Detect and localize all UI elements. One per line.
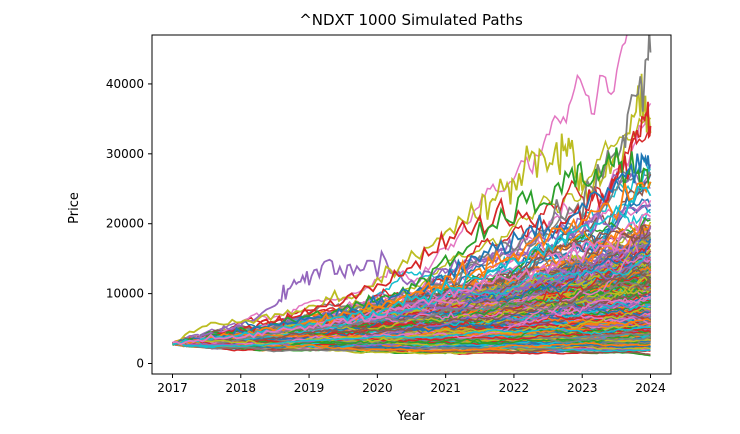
x-tick-label: 2018 bbox=[226, 381, 257, 395]
x-tick-label: 2021 bbox=[430, 381, 461, 395]
simulated-path-line bbox=[172, 269, 652, 344]
simulated-path-line bbox=[172, 326, 651, 348]
chart-title: ^NDXT 1000 Simulated Paths bbox=[299, 11, 523, 29]
x-tick-label: 2024 bbox=[635, 381, 666, 395]
x-tick-label: 2023 bbox=[567, 381, 598, 395]
y-tick-label: 40000 bbox=[106, 77, 144, 91]
x-axis-ticks: 2017 2018 2019 2020 2021 2022 2023 2024 bbox=[157, 374, 666, 395]
highlighted-path-line bbox=[172, 181, 652, 345]
x-tick-label: 2020 bbox=[362, 381, 393, 395]
x-axis-label: Year bbox=[396, 409, 425, 424]
y-tick-label: 10000 bbox=[106, 287, 144, 301]
x-tick-label: 2017 bbox=[157, 381, 188, 395]
simulated-path-line bbox=[172, 306, 651, 346]
x-tick-label: 2019 bbox=[294, 381, 325, 395]
simulated-paths bbox=[172, 35, 652, 357]
plot-frame bbox=[151, 34, 672, 375]
y-tick-label: 30000 bbox=[106, 147, 144, 161]
y-axis-label: Price bbox=[67, 192, 82, 224]
y-axis-ticks: 0 10000 20000 30000 40000 bbox=[106, 77, 152, 371]
x-tick-label: 2022 bbox=[499, 381, 530, 395]
simulated-path-line bbox=[172, 295, 651, 346]
highlighted-path-line bbox=[172, 185, 652, 345]
simulated-path-line bbox=[172, 253, 651, 345]
y-tick-label: 0 bbox=[136, 357, 144, 371]
y-tick-label: 20000 bbox=[106, 217, 144, 231]
highlighted-path-line bbox=[172, 212, 652, 346]
highlighted-path-line bbox=[172, 101, 652, 346]
